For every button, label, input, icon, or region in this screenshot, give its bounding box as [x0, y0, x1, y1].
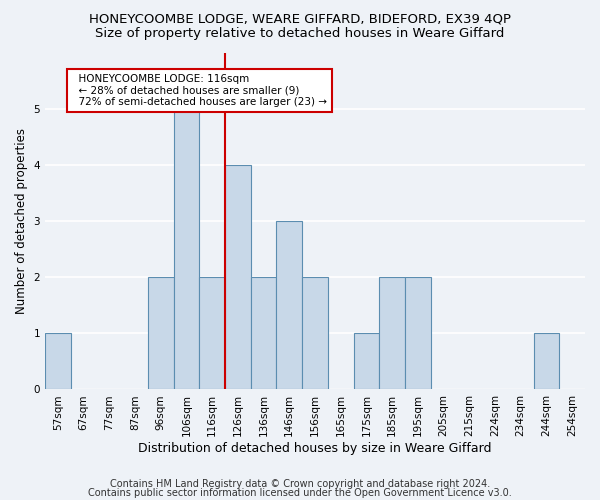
- Bar: [251, 277, 277, 390]
- Bar: [225, 165, 251, 390]
- Text: HONEYCOOMBE LODGE, WEARE GIFFARD, BIDEFORD, EX39 4QP: HONEYCOOMBE LODGE, WEARE GIFFARD, BIDEFO…: [89, 12, 511, 26]
- Bar: [277, 221, 302, 390]
- Bar: [405, 277, 431, 390]
- Bar: [353, 334, 379, 390]
- Text: Contains public sector information licensed under the Open Government Licence v3: Contains public sector information licen…: [88, 488, 512, 498]
- Text: Contains HM Land Registry data © Crown copyright and database right 2024.: Contains HM Land Registry data © Crown c…: [110, 479, 490, 489]
- Bar: [45, 334, 71, 390]
- Bar: [199, 277, 225, 390]
- Text: Size of property relative to detached houses in Weare Giffard: Size of property relative to detached ho…: [95, 28, 505, 40]
- Text: HONEYCOOMBE LODGE: 116sqm
  ← 28% of detached houses are smaller (9)
  72% of se: HONEYCOOMBE LODGE: 116sqm ← 28% of detac…: [72, 74, 327, 107]
- Bar: [173, 108, 199, 390]
- Bar: [302, 277, 328, 390]
- X-axis label: Distribution of detached houses by size in Weare Giffard: Distribution of detached houses by size …: [138, 442, 492, 455]
- Bar: [379, 277, 405, 390]
- Bar: [148, 277, 173, 390]
- Bar: [533, 334, 559, 390]
- Y-axis label: Number of detached properties: Number of detached properties: [15, 128, 28, 314]
